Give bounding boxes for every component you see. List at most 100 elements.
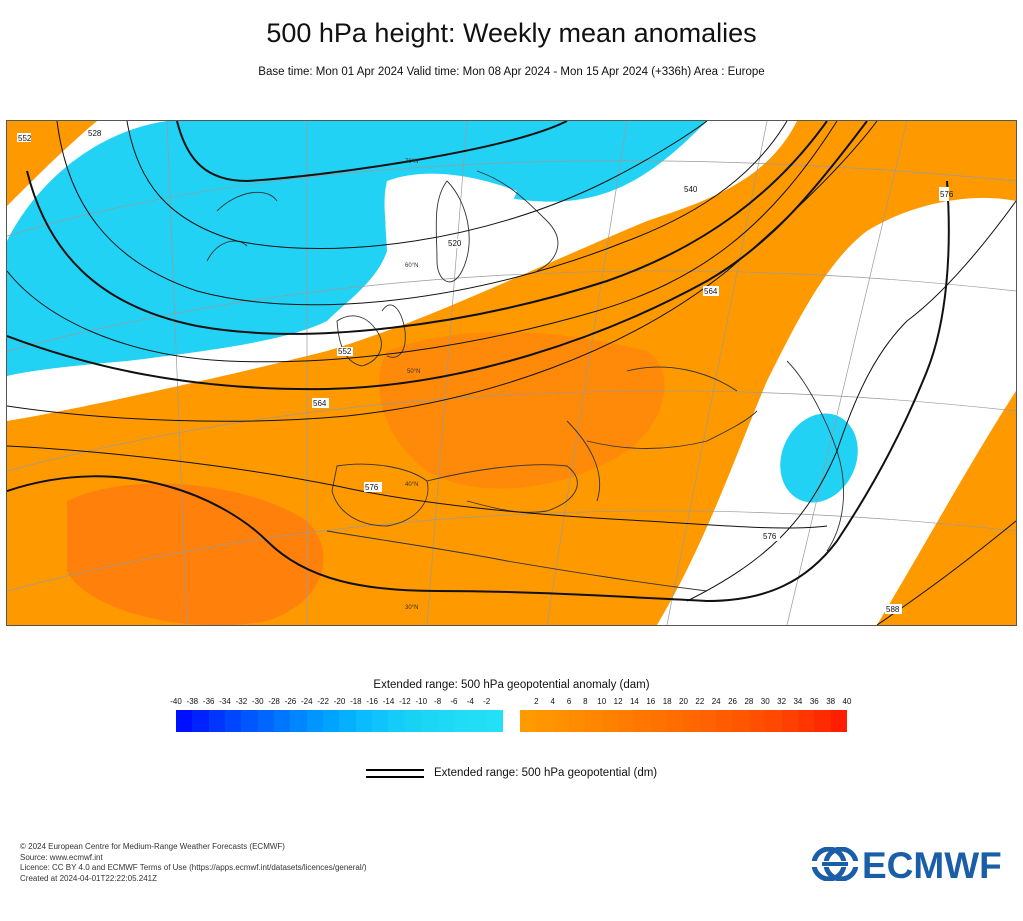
colorbar-tick-label: 36	[809, 697, 819, 706]
colorbar-segment	[470, 710, 487, 732]
colorbar-tick-label: -12	[399, 697, 411, 706]
legend-title: Extended range: 500 hPa geopotential ano…	[373, 679, 650, 691]
colorbar-tick-label: 32	[777, 697, 787, 706]
colorbar-tick-label: 38	[826, 697, 836, 706]
colorbar-tick-label: -6	[450, 697, 458, 706]
colorbar-tick-label: -34	[219, 697, 231, 706]
colorbar-segment	[683, 710, 700, 732]
licence-text: Licence: CC BY 4.0 and ECMWF Terms of Us…	[20, 863, 367, 872]
colorbar-segment	[192, 710, 209, 732]
contour-label: 588	[886, 605, 900, 614]
colorbar-segment	[274, 710, 291, 732]
colorbar-segment	[453, 710, 471, 732]
contour-line-swatch	[366, 769, 424, 778]
chart-title: 500 hPa height: Weekly mean anomalies	[266, 18, 757, 48]
negative-colorbar	[176, 710, 503, 732]
colorbar-tick-label: 20	[679, 697, 688, 706]
colorbar-tick-label: 28	[744, 697, 754, 706]
colorbar-segment	[290, 710, 307, 732]
colorbar-segment	[699, 710, 717, 732]
colorbar-tick-label: 2	[534, 697, 539, 706]
colorbar-tick-label: 24	[711, 697, 721, 706]
chart-subtitle: Base time: Mon 01 Apr 2024 Valid time: M…	[258, 66, 765, 78]
colorbar-segment	[257, 710, 275, 732]
colorbar-segment	[814, 710, 831, 732]
colorbar-tick-label: -24	[301, 697, 313, 706]
latitude-label: 50°N	[407, 369, 420, 375]
colorbar-segment	[176, 710, 193, 732]
colorbar-segment	[650, 710, 668, 732]
anomaly-map: 552 552 564 564 576 576 576 588 540 528 …	[6, 120, 1017, 626]
colorbar-segment	[208, 710, 226, 732]
colorbar-tick-label: 8	[583, 697, 588, 706]
footer: © 2024 European Centre for Medium-Range …	[20, 842, 367, 884]
colorbar-tick-label: 10	[597, 697, 607, 706]
colorbar-tick-label: -36	[202, 697, 215, 706]
colorbar-segment	[748, 710, 766, 732]
colorbar-tick-label: -20	[333, 697, 346, 706]
coastlines	[206, 170, 844, 592]
contour-label: 540	[684, 185, 698, 194]
colorbar-segment	[797, 710, 815, 732]
colorbar-segment	[241, 710, 258, 732]
colorbar-tick-label: 4	[550, 697, 555, 706]
colorbar-segment	[306, 710, 324, 732]
colorbar-tick-label: -14	[382, 697, 395, 706]
colorbar-tick-label: -16	[366, 697, 378, 706]
colorbar-tick-label: 40	[842, 697, 852, 706]
contour-label: 564	[704, 287, 718, 296]
colorbar-tick-label: -8	[434, 697, 442, 706]
colorbar-tick-label: 22	[695, 697, 705, 706]
colorbar-segment	[569, 710, 586, 732]
colorbar-segment	[486, 710, 503, 732]
contour-label: 564	[313, 399, 327, 408]
colorbar-tick-label: -2	[483, 697, 491, 706]
contour-line-legend: Extended range: 500 hPa geopotential (dm…	[366, 765, 686, 785]
colorbar-segment	[520, 710, 537, 732]
colorbar-segment	[585, 710, 602, 732]
negative-ticks: -40 -38 -36 -34 -32 -30 -28 -26 -24 -22 -20 -18 -16-…	[170, 697, 503, 709]
colorbar-segment	[372, 710, 389, 732]
colorbar-tick-label: 12	[613, 697, 623, 706]
colorbar-segment	[404, 710, 422, 732]
colorbar-tick-label: 18	[662, 697, 672, 706]
colorbar-segment	[339, 710, 356, 732]
colorbar-tick-label: 14	[629, 697, 639, 706]
colorbar-tick-label: -38	[186, 697, 199, 706]
strong-anomaly-west	[67, 483, 324, 625]
colorbar-segment	[421, 710, 438, 732]
colorbar-tick-label: -22	[317, 697, 329, 706]
colorbar-segment	[830, 710, 847, 732]
colorbar-segment	[323, 710, 340, 732]
colorbar-segment	[552, 710, 570, 732]
colorbar-tick-label: 6	[566, 697, 572, 706]
colorbar-tick-label: -26	[284, 697, 297, 706]
contour-label: 576	[365, 483, 379, 492]
colorbar-segment	[388, 710, 405, 732]
contour-label: 552	[338, 347, 352, 356]
contour-label: 576	[763, 532, 777, 541]
colorbar-tick-label: -40	[170, 697, 182, 706]
source-text: Source: www.ecmwf.int	[20, 852, 103, 862]
colorbar-tick-label: -4	[466, 697, 474, 706]
colorbar-segment	[437, 710, 454, 732]
colorbar-segment	[355, 710, 373, 732]
created-text: Created at 2024-04-01T22:22:05.241Z	[20, 873, 157, 883]
strong-anomaly-central	[379, 332, 665, 489]
positive-ticks: 2 4 6 8 10 12 14 16 18 20 22 24 26 28 30 32 34 36 38 40	[520, 697, 851, 709]
contour-label: 528	[88, 129, 102, 138]
colorbar-segment	[716, 710, 733, 732]
colorbar-tick-label: -30	[251, 697, 264, 706]
colorbar-segment	[601, 710, 619, 732]
copyright-text: © 2024 European Centre for Medium-Range …	[20, 842, 285, 851]
colorbar-tick-label: 34	[793, 697, 803, 706]
graticule	[7, 121, 1016, 625]
colorbar-segment	[765, 710, 782, 732]
colorbar-segment	[732, 710, 749, 732]
contour-label: 576	[940, 190, 954, 199]
colorbar-segment	[781, 710, 798, 732]
latitude-label: 60°N	[405, 263, 418, 269]
ecmwf-logo: ECMWF	[812, 845, 1007, 886]
colorbar-segment	[225, 710, 242, 732]
latitude-label: 40°N	[405, 482, 418, 488]
